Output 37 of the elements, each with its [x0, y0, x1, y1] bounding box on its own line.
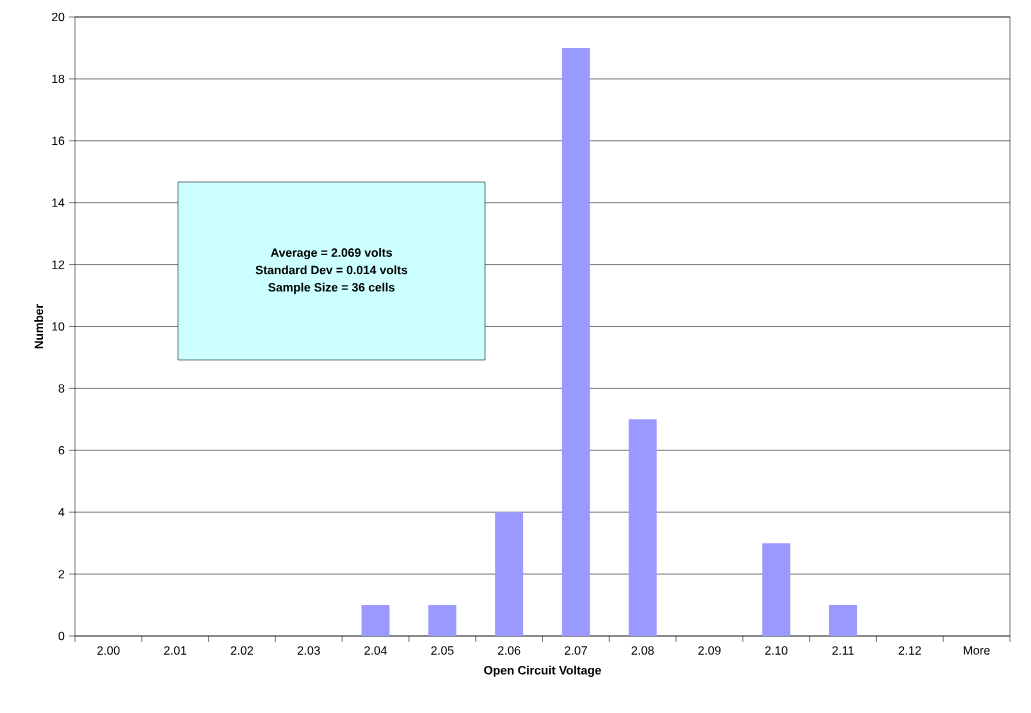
x-tick-label: 2.11 — [832, 646, 854, 655]
x-tick-label: 2.03 — [297, 646, 320, 655]
y-tick-label: 16 — [52, 136, 65, 146]
annotation: Sample Size = 36 cells — [268, 282, 395, 294]
bar — [829, 605, 858, 636]
x-tick-label: 2.04 — [364, 646, 387, 655]
annotation: Average = 2.069 volts — [270, 248, 392, 260]
y-tick-label: 14 — [52, 198, 65, 207]
bar — [628, 419, 657, 636]
y-tick-label: 8 — [58, 384, 65, 393]
bar — [762, 543, 791, 636]
x-tick-label: 2.12 — [898, 646, 921, 655]
x-tick-label: 2.09 — [698, 646, 721, 655]
bar — [428, 605, 457, 636]
y-tick-label: 4 — [58, 508, 65, 517]
x-tick-label: 2.02 — [230, 646, 254, 655]
x-tick-label: 2.08 — [631, 646, 654, 655]
annotation: Standard Dev = 0.014 volts — [255, 265, 408, 275]
y-tick-label: 18 — [52, 74, 65, 84]
y-tick-label: 12 — [52, 260, 65, 269]
x-tick-label: More — [963, 646, 990, 655]
y-tick-label: 6 — [58, 446, 65, 455]
bar — [561, 47, 590, 636]
x-tick-label: 2.06 — [498, 646, 521, 655]
y-axis-title: Number — [34, 303, 44, 349]
x-tick-label: 2.07 — [564, 646, 587, 655]
y-tick-label: 20 — [52, 12, 65, 22]
y-tick-label: 2 — [58, 569, 65, 579]
x-tick-label: 2.10 — [765, 646, 788, 655]
y-tick-label: 0 — [58, 631, 65, 641]
x-tick-label: 2.00 — [97, 646, 120, 655]
x-tick-label: 2.01 — [164, 646, 187, 655]
y-tick-label: 10 — [52, 322, 65, 331]
bar — [495, 512, 524, 636]
x-tick-label: 2.05 — [431, 646, 454, 655]
x-axis-title: Open Circuit Voltage — [484, 665, 602, 677]
bar — [361, 605, 390, 636]
